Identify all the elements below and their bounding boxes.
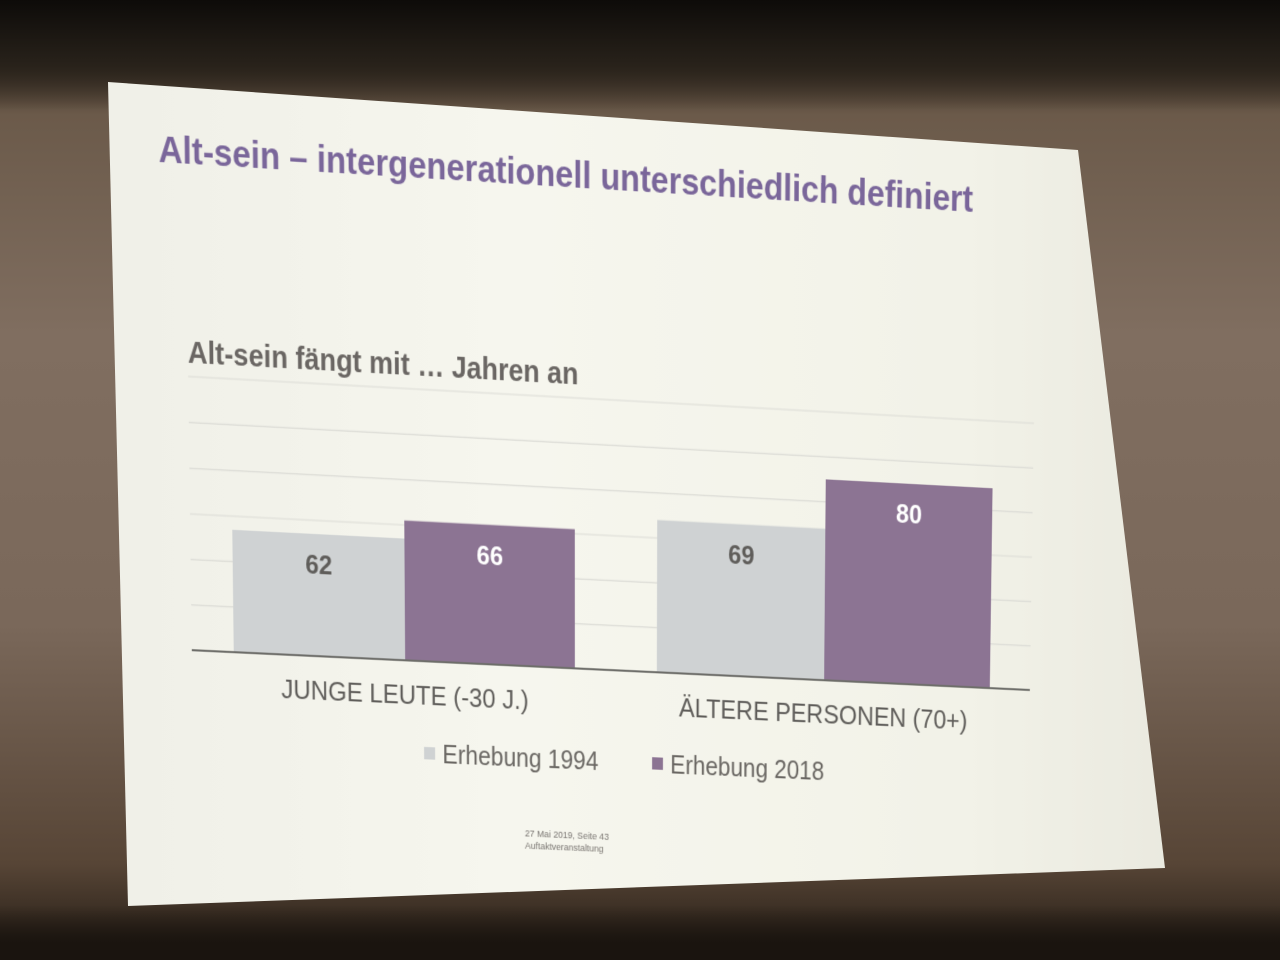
legend-label: Erhebung 1994	[442, 741, 598, 776]
slide-footer: 27 Mai 2019, Seite 43 Auftaktveranstaltu…	[525, 828, 609, 856]
bar-data-label: 69	[728, 539, 754, 571]
legend-swatch	[424, 747, 435, 760]
presentation-slide: Alt-sein – intergenerationell unterschie…	[108, 82, 1038, 912]
legend-label: Erhebung 2018	[670, 751, 824, 786]
bar-chart: 62 66 JUNGE LEUTE (-30 J.) 69 80 ÄLTERE PERSO…	[108, 82, 1038, 912]
category-label: ÄLTERE PERSONEN (70+)	[679, 692, 968, 735]
bar-data-label: 80	[896, 498, 922, 530]
gridline	[188, 376, 1034, 423]
bar-data-label: 62	[305, 549, 332, 581]
gridline	[189, 422, 1033, 468]
bar-data-label: 66	[476, 539, 503, 571]
category-label: JUNGE LEUTE (-30 J.)	[281, 674, 529, 716]
legend-swatch	[652, 757, 663, 770]
room-floor	[0, 905, 1280, 960]
